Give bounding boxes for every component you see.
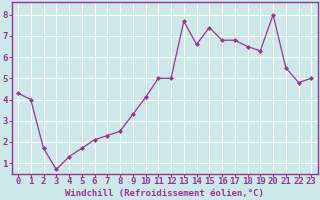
X-axis label: Windchill (Refroidissement éolien,°C): Windchill (Refroidissement éolien,°C): [65, 189, 264, 198]
